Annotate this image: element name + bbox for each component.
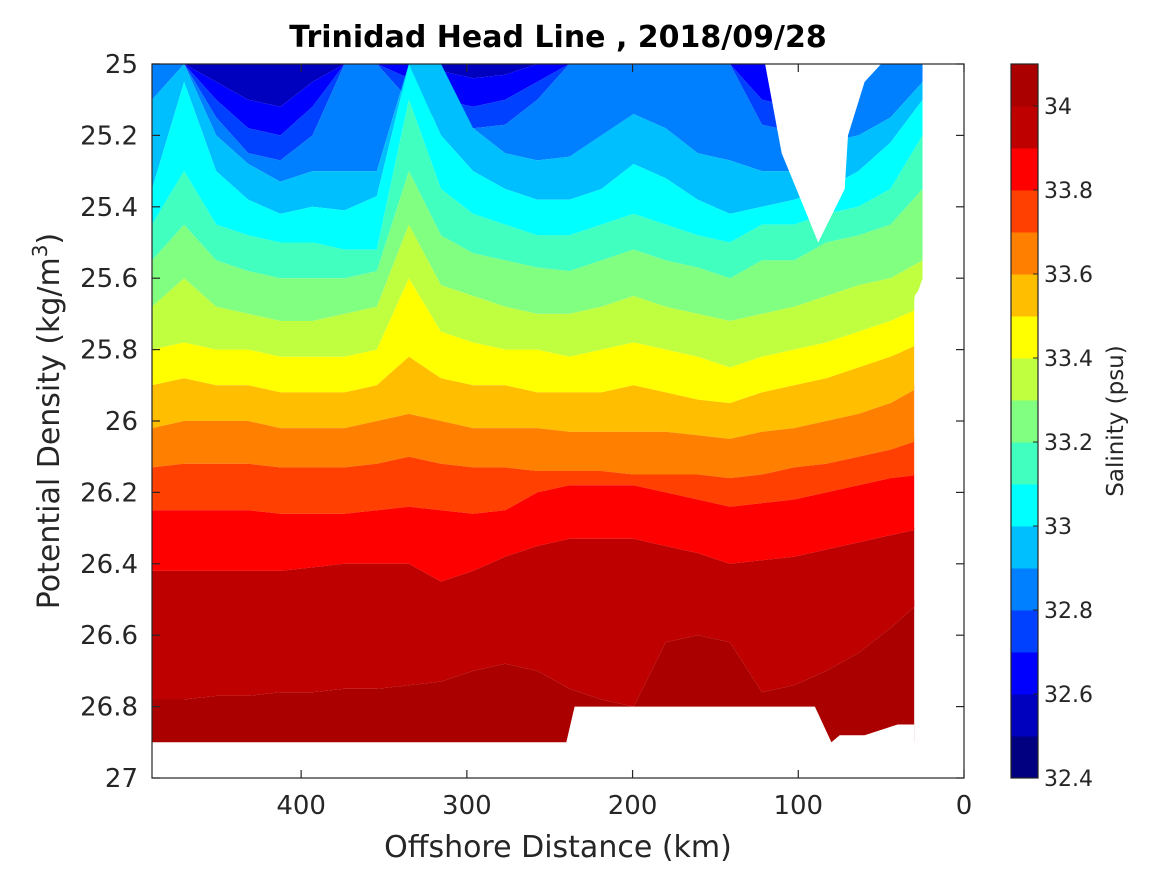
salinity-band-4	[152, 64, 923, 214]
salinity-band-14	[152, 528, 923, 707]
salinity-band-7	[152, 171, 923, 321]
colorbar-segment	[1011, 64, 1038, 107]
colorbar-segment	[1011, 442, 1038, 485]
colorbar-segment	[1011, 148, 1038, 191]
y-tick-label: 25.4	[80, 193, 138, 223]
shallow-nearshore-gap	[765, 64, 901, 243]
y-tick-label: 26.6	[80, 621, 138, 651]
colorbar-segment	[1011, 274, 1038, 317]
colorbar-segment	[1011, 736, 1038, 779]
y-tick-label: 27	[105, 764, 138, 794]
colorbar-tick-label: 32.4	[1044, 767, 1093, 792]
colorbar-frame	[1010, 63, 1039, 779]
colorbar-segment	[1011, 694, 1038, 737]
colorbar-segment	[1011, 190, 1038, 233]
colorbar-segment	[1011, 106, 1038, 149]
y-axis-label-close: )	[32, 233, 67, 245]
deep-seafloor-gap	[152, 642, 964, 778]
x-tick-label: 300	[442, 791, 492, 821]
colorbar-tick-label: 32.8	[1044, 599, 1093, 624]
y-tick-label: 26.2	[80, 478, 138, 508]
no-data-regions	[152, 64, 964, 778]
y-axis-ticks: 25 25.2 25.4 25.6 25.8 26 26.2 26.4 26.6 26.8 27	[80, 50, 964, 794]
y-tick-label: 25.8	[80, 336, 138, 366]
y-axis-label-superscript: 3	[28, 244, 52, 257]
y-tick-label: 25	[105, 50, 138, 80]
colorbar-tick-label: 32.6	[1044, 683, 1093, 708]
salinity-band-9	[152, 278, 923, 404]
y-tick-label: 26.8	[80, 693, 138, 723]
colorbar-tick-label: 33.8	[1044, 179, 1093, 204]
y-tick-label: 26	[105, 407, 138, 437]
x-axis-label: Offshore Distance (km)	[384, 830, 732, 865]
x-tick-label: 200	[608, 791, 658, 821]
salinity-band-11	[152, 385, 923, 479]
y-axis-label: Potential Density (kg/m3)	[28, 233, 67, 609]
colorbar-segment	[1011, 568, 1038, 611]
salinity-band-13	[152, 474, 923, 582]
salinity-band-1	[152, 64, 923, 136]
colorbar-tick-label: 33.2	[1044, 431, 1093, 456]
y-tick-label: 25.2	[80, 121, 138, 151]
colorbar-segment	[1011, 400, 1038, 443]
salinity-band-2	[152, 64, 923, 161]
x-tick-label: 400	[276, 791, 326, 821]
colorbar-tick-label: 33.4	[1044, 347, 1093, 372]
chart-title: Trinidad Head Line , 2018/09/28	[289, 20, 826, 55]
colorbar-segment	[1011, 610, 1038, 653]
salinity-band-5	[152, 64, 923, 250]
salinity-band-0	[152, 64, 923, 107]
colorbar-segment	[1011, 484, 1038, 527]
x-tick-label: 100	[773, 791, 823, 821]
colorbar	[1010, 63, 1039, 779]
colorbar-segment	[1011, 316, 1038, 359]
colorbar-ticks: 32.4 32.6 32.8 33 33.2 33.4 33.6 33.8 34	[1033, 95, 1093, 792]
salinity-band-3	[152, 64, 923, 182]
coastal-no-data	[914, 64, 964, 778]
colorbar-segment	[1011, 526, 1038, 569]
x-tick-label: 0	[956, 791, 973, 821]
salinity-band-12	[152, 438, 923, 514]
colorbar-segment	[1011, 652, 1038, 695]
salinity-band-8	[152, 224, 923, 368]
y-axis-label-main: Potential Density (kg/m	[32, 257, 67, 609]
colorbar-segment	[1011, 358, 1038, 401]
colorbar-tick-label: 33.6	[1044, 263, 1093, 288]
salinity-band-10	[152, 342, 923, 439]
x-axis-ticks: 400 300 200 100 0	[276, 64, 972, 821]
salinity-band-6	[152, 99, 923, 279]
colorbar-tick-label: 34	[1044, 95, 1072, 120]
colorbar-segment	[1011, 232, 1038, 275]
salinity-contour-fill	[152, 64, 923, 778]
colorbar-label: Salinity (psu)	[1103, 345, 1129, 497]
y-tick-label: 25.6	[80, 264, 138, 294]
y-tick-label: 26.4	[80, 550, 138, 580]
colorbar-tick-label: 33	[1044, 515, 1072, 540]
